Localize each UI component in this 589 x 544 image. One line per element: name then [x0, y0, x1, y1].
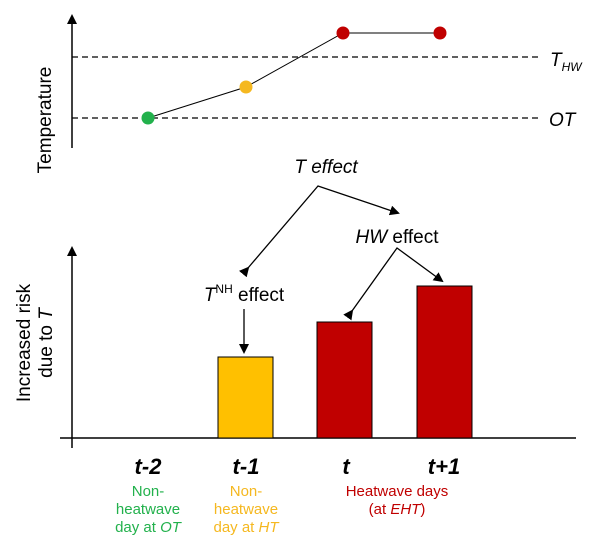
t-effect-label: T effect: [294, 157, 358, 178]
svg-text:heatwave: heatwave: [214, 501, 278, 518]
temperature-line: [147, 32, 440, 119]
svg-text:day at OT: day at OT: [115, 519, 183, 536]
point-t: [336, 26, 350, 40]
hw-effect-label: HW effect: [355, 227, 439, 248]
tnh-effect-label: TNH effect: [204, 282, 285, 306]
bar-t: [316, 321, 373, 439]
point-t-1: [239, 80, 253, 94]
ot-label: OT: [549, 110, 577, 131]
svg-text:day at HT: day at HT: [213, 519, 280, 536]
caption-green: Non- heatwave day at OT: [115, 483, 183, 536]
caption-yellow: Non- heatwave day at HT: [213, 483, 280, 536]
effects-annotations: T effect HW effect TNH effect: [204, 157, 444, 354]
svg-text:Non-: Non-: [132, 483, 165, 500]
day-label-t: t: [342, 454, 351, 479]
caption-red: Heatwave days (at EHT): [346, 483, 449, 518]
t-effect-arrow: [239, 185, 400, 278]
bottom-panel: Increased risk due to T t-2 t-1 t t+1 No…: [14, 246, 576, 536]
bar-t+1: [416, 285, 473, 439]
bar-t-1: [217, 356, 274, 439]
point-t+1: [433, 26, 447, 40]
svg-text:Heatwave days: Heatwave days: [346, 483, 449, 500]
top-panel: THW OT Temperature: [35, 14, 583, 174]
bottom-y-axis-label-line1: Increased risk: [14, 283, 35, 402]
day-label-t-1: t-1: [233, 454, 260, 479]
thw-label: THW: [550, 50, 583, 74]
top-y-axis-label: Temperature: [35, 67, 56, 174]
bottom-y-axis-label-line2: due to T: [36, 307, 57, 378]
hw-effect-arrow: [343, 247, 444, 321]
svg-text:heatwave: heatwave: [116, 501, 180, 518]
point-t-2: [141, 111, 155, 125]
day-label-t-2: t-2: [135, 454, 163, 479]
day-label-t+1: t+1: [428, 454, 460, 479]
svg-text:Non-: Non-: [230, 483, 263, 500]
svg-text:(at EHT): (at EHT): [369, 501, 426, 518]
